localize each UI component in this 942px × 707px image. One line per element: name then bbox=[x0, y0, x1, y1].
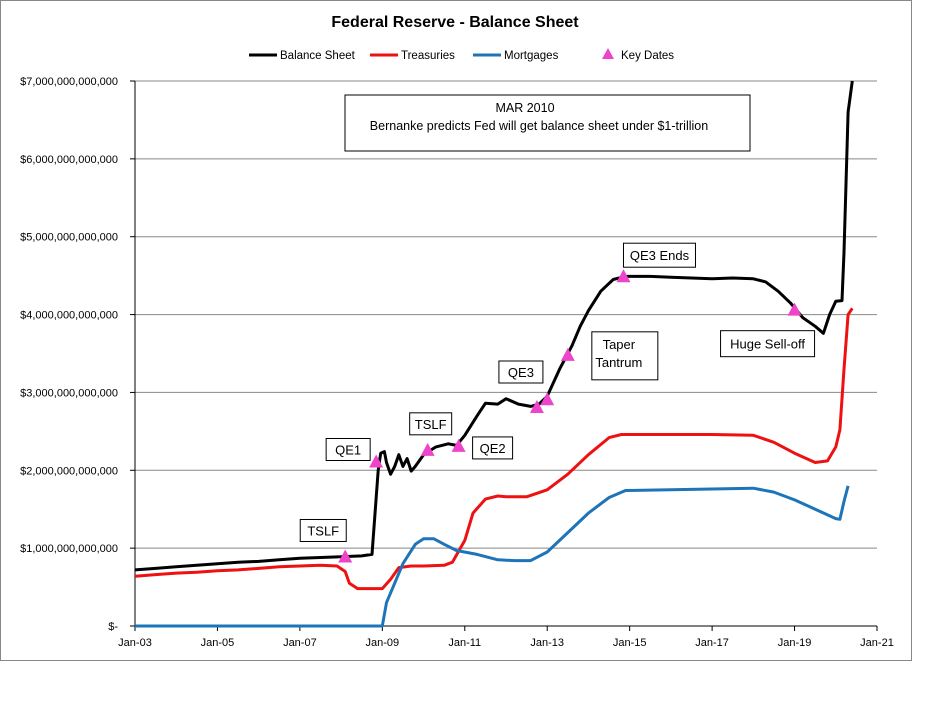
key-date-marker bbox=[616, 269, 631, 283]
x-tick-label: Jan-07 bbox=[283, 637, 317, 649]
key-date-marker bbox=[338, 549, 353, 563]
annotation-box bbox=[299, 518, 347, 542]
legend-marker-key-dates bbox=[602, 48, 614, 59]
annotation-label: QE1 bbox=[335, 443, 361, 458]
y-tick-label: $3,000,000,000,000 bbox=[20, 387, 118, 399]
annotation-box bbox=[622, 242, 696, 268]
x-tick-label: Jan-13 bbox=[530, 637, 564, 649]
annotation-label: Huge Sell-off bbox=[730, 337, 805, 352]
y-axis: $- $1,000,000,000,000 $2,000,000,000,000 $3… bbox=[20, 76, 136, 633]
key-date-marker bbox=[420, 442, 435, 456]
annotation-label: Tantrum bbox=[595, 355, 642, 370]
note-box-line1: MAR 2010 bbox=[495, 101, 554, 115]
annotation-box bbox=[409, 412, 453, 436]
key-date-marker bbox=[540, 392, 555, 406]
key-date-marker bbox=[369, 454, 384, 468]
y-tick-label: $5,000,000,000,000 bbox=[20, 232, 118, 244]
annotation-box bbox=[498, 360, 544, 384]
key-date-marker bbox=[560, 347, 575, 361]
series-line-treasuries bbox=[135, 307, 854, 591]
x-tick-label: Jan-15 bbox=[613, 637, 647, 649]
legend-label: Treasuries bbox=[401, 50, 455, 62]
gridlines bbox=[135, 80, 877, 549]
x-tick-label: Jan-11 bbox=[448, 637, 481, 649]
note-box-line2: Bernanke predicts Fed will get balance s… bbox=[370, 119, 708, 133]
key-date-marker bbox=[787, 302, 802, 316]
annotation-label: QE3 bbox=[508, 365, 534, 380]
y-tick-label: $1,000,000,000,000 bbox=[20, 543, 118, 555]
series-line-mortgages bbox=[135, 485, 850, 628]
x-tick-label: Jan-17 bbox=[695, 637, 729, 649]
annotation-box bbox=[472, 436, 514, 460]
legend-label: Key Dates bbox=[621, 50, 674, 62]
annotation-label: TSLF bbox=[415, 417, 447, 432]
key-date-marker bbox=[529, 400, 544, 413]
y-tick-label: $6,000,000,000,000 bbox=[20, 154, 118, 166]
note-box: MAR 2010 Bernanke predicts Fed will get b… bbox=[344, 94, 751, 152]
x-tick-label: Jan-09 bbox=[366, 637, 400, 649]
y-tick-label: $7,000,000,000,000 bbox=[20, 76, 118, 88]
annotation-box bbox=[591, 331, 659, 381]
legend-label: Mortgages bbox=[504, 50, 559, 62]
annotation-label: QE3 Ends bbox=[630, 248, 690, 263]
y-tick-label: $- bbox=[108, 621, 118, 633]
x-tick-label: Jan-03 bbox=[118, 637, 152, 649]
legend-label: Balance Sheet bbox=[280, 50, 356, 62]
key-date-marker bbox=[451, 438, 466, 452]
note-box-rect bbox=[344, 94, 751, 152]
annotation-box bbox=[720, 330, 816, 358]
annotation-box bbox=[325, 438, 371, 461]
annotation-label: QE2 bbox=[480, 441, 506, 456]
annotation-label: Taper bbox=[603, 337, 636, 352]
series-group bbox=[135, 80, 854, 628]
x-tick-label: Jan-19 bbox=[778, 637, 812, 649]
y-tick-label: $4,000,000,000,000 bbox=[20, 310, 118, 322]
annotations: TSLF QE1 TSLF QE2 QE3 Taper Tantrum QE3 Ends Hug… bbox=[299, 242, 816, 542]
legend: Balance Sheet Treasuries Mortgages Key Date… bbox=[249, 48, 674, 62]
annotation-label: TSLF bbox=[307, 523, 339, 538]
x-tick-label: Jan-05 bbox=[201, 637, 235, 649]
y-tick-label: $2,000,000,000,000 bbox=[20, 465, 118, 477]
chart-title: Federal Reserve - Balance Sheet bbox=[331, 14, 579, 31]
x-tick-label: Jan-21 bbox=[860, 637, 894, 649]
